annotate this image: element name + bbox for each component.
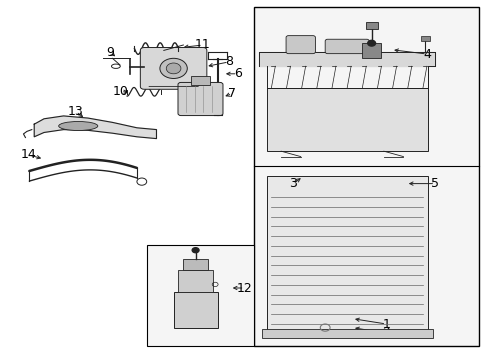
Bar (420, 36, 429, 41)
Text: 10: 10 (113, 85, 128, 98)
Bar (190, 76, 210, 85)
Text: 4: 4 (422, 48, 430, 60)
FancyBboxPatch shape (285, 36, 315, 54)
Polygon shape (259, 52, 434, 66)
Ellipse shape (59, 122, 98, 130)
Text: 11: 11 (195, 39, 210, 51)
Circle shape (192, 248, 199, 253)
Bar (266, 176, 427, 335)
Text: 8: 8 (224, 55, 232, 68)
FancyBboxPatch shape (140, 48, 206, 89)
Text: 7: 7 (228, 87, 236, 100)
Bar (173, 292, 217, 328)
Bar (261, 329, 432, 338)
Polygon shape (34, 116, 156, 139)
Text: 13: 13 (68, 105, 83, 118)
Text: 6: 6 (233, 67, 241, 80)
Text: 9: 9 (106, 46, 114, 59)
Bar (146, 245, 254, 346)
Circle shape (166, 63, 181, 74)
Bar (365, 22, 377, 29)
Circle shape (367, 40, 375, 46)
Text: 5: 5 (430, 177, 438, 190)
Text: 14: 14 (20, 148, 36, 161)
Bar (361, 43, 381, 58)
Text: 12: 12 (236, 282, 252, 294)
Text: 2: 2 (382, 327, 389, 339)
Circle shape (160, 58, 187, 78)
Text: 3: 3 (289, 177, 297, 190)
Bar (266, 88, 427, 151)
Text: 1: 1 (382, 318, 389, 330)
Bar (183, 259, 207, 270)
FancyBboxPatch shape (178, 82, 223, 116)
FancyBboxPatch shape (325, 39, 368, 54)
Bar (178, 270, 212, 292)
Bar (254, 7, 478, 346)
